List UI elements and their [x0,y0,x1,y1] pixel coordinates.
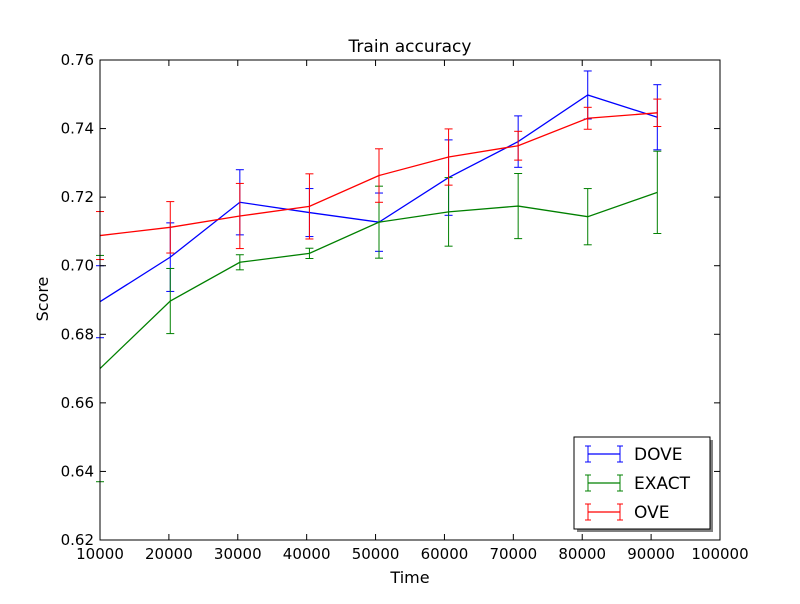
legend-box [573,436,711,530]
x-tick-label: 40000 [283,545,331,563]
x-tick-label: 10000 [76,545,124,563]
y-tick-label: 0.62 [61,531,94,549]
legend-label: DOVE [634,445,683,465]
error-bar-ove [166,201,175,254]
error-bar-ove [653,98,662,128]
y-tick-label: 0.70 [61,257,94,275]
chart-title: Train accuracy [348,37,472,57]
tick-layer: 10000 20000 30000 40000 50000 60000 70000 80000… [61,51,749,563]
error-bar-ove [375,148,383,203]
legend: DOVE EXACT OVE [573,436,713,532]
x-tick-label: 50000 [352,545,400,563]
x-tick-label: 100000 [691,545,748,563]
error-bar-ove [444,128,453,186]
y-tick-label: 0.68 [61,325,94,343]
y-axis-label: Score [33,277,52,322]
x-tick-label: 20000 [145,545,193,563]
x-tick-label: 30000 [214,545,262,563]
y-tick-label: 0.64 [61,462,94,480]
x-tick-label: 70000 [489,545,537,563]
error-bar-exact [583,188,592,246]
error-bar-exact [653,150,662,234]
error-bar-exact [166,267,175,335]
legend-entry-dove: DOVE [585,445,683,465]
plot-area-frame [99,59,721,541]
x-tick-label: 80000 [558,545,606,563]
y-tick-label: 0.76 [61,51,94,69]
error-bar-exact [235,254,244,271]
error-bar-exact [514,172,523,240]
x-axis-label: Time [389,568,429,587]
y-tick-label: 0.72 [61,188,94,206]
legend-entry-ove: OVE [585,503,669,523]
legend-label: EXACT [634,474,691,494]
error-bar-ove [583,106,592,130]
legend-label: OVE [634,503,669,523]
x-tick-label: 90000 [627,545,675,563]
error-bar-ove [305,173,314,240]
y-tick-label: 0.66 [61,394,94,412]
error-bar-exact [305,247,314,260]
x-tick-label: 60000 [421,545,469,563]
error-bar-ove [514,130,523,161]
error-bar-ove [235,182,244,250]
legend-entry-exact: EXACT [585,474,691,494]
y-tick-label: 0.74 [61,120,94,138]
